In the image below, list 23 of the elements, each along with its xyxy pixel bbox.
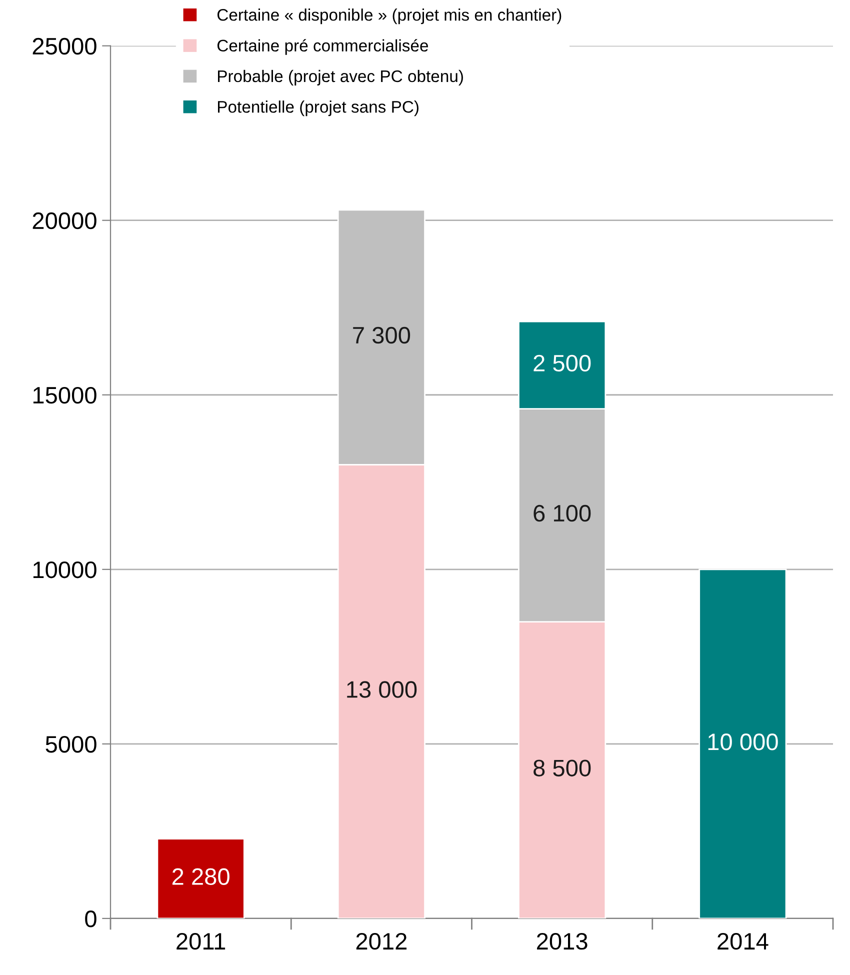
y-tick-label: 25000 (32, 38, 96, 55)
data-label: 13 000 (347, 681, 417, 698)
y-tick-label: 0 (85, 910, 96, 928)
legend-label: Certaine pré commercialisée (217, 39, 428, 55)
y-tick-label: 20000 (32, 212, 96, 230)
data-label: 10 000 (708, 734, 778, 750)
legend-label: Potentielle (projet sans PC) (218, 100, 418, 116)
data-label: 7 300 (353, 326, 410, 344)
bar (156, 838, 245, 918)
legend-label: Certaine « disponible » (projet mis en chantier) (217, 8, 562, 24)
data-label: 8 500 (534, 760, 591, 776)
legend-label: Probable (projet avec PC obtenu) (218, 70, 463, 86)
x-tick-label: 2014 (718, 932, 768, 950)
data-label: 2 500 (534, 354, 591, 372)
y-tick-label: 5000 (46, 736, 96, 753)
data-label: 6 100 (534, 504, 591, 522)
y-tick-label: 15000 (33, 386, 96, 404)
data-label: 2 280 (172, 868, 230, 885)
x-tick-label: 2013 (536, 932, 588, 950)
x-tick-label: 2012 (356, 932, 407, 950)
y-tick-label: 10000 (33, 561, 96, 578)
bar (698, 568, 787, 918)
x-tick-label: 2011 (176, 932, 226, 950)
